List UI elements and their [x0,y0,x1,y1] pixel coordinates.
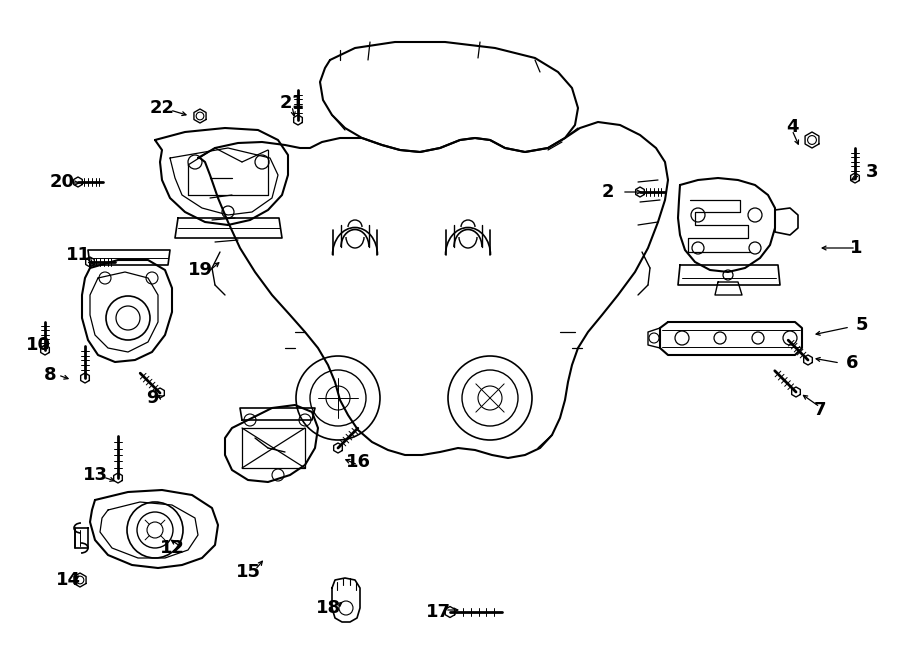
Text: 9: 9 [146,389,158,407]
Text: 14: 14 [56,571,80,589]
Text: 10: 10 [25,336,50,354]
Text: 11: 11 [66,246,91,264]
Text: 1: 1 [850,239,862,257]
Text: 18: 18 [315,599,340,617]
Text: 19: 19 [187,261,212,279]
Text: 21: 21 [280,94,304,112]
Text: 20: 20 [50,173,75,191]
Text: 17: 17 [426,603,451,621]
Text: 22: 22 [149,99,175,117]
Text: 16: 16 [346,453,371,471]
Text: 12: 12 [159,539,184,557]
Text: 13: 13 [83,466,107,484]
Text: 3: 3 [866,163,878,181]
Text: 7: 7 [814,401,826,419]
Text: 8: 8 [44,366,57,384]
Text: 6: 6 [846,354,859,372]
Text: 2: 2 [602,183,614,201]
Text: 5: 5 [856,316,868,334]
Text: 15: 15 [236,563,260,581]
Text: 4: 4 [786,118,798,136]
